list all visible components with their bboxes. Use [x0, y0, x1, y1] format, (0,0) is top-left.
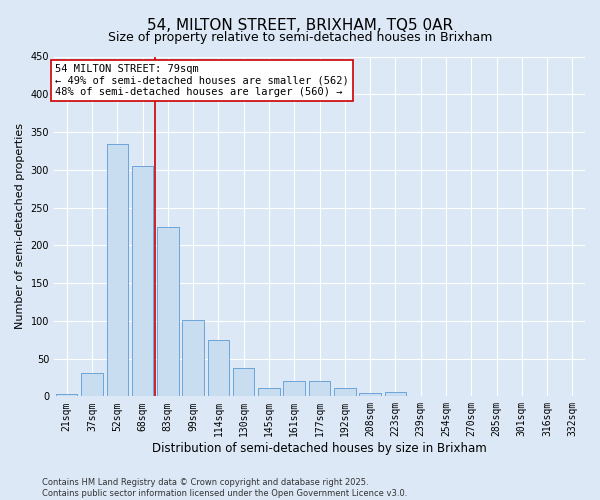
- Bar: [385, 392, 406, 396]
- Bar: [182, 320, 204, 396]
- Bar: [132, 166, 153, 396]
- Bar: [233, 368, 254, 396]
- Bar: [309, 381, 330, 396]
- Bar: [283, 381, 305, 396]
- Text: 54 MILTON STREET: 79sqm
← 49% of semi-detached houses are smaller (562)
48% of s: 54 MILTON STREET: 79sqm ← 49% of semi-de…: [55, 64, 349, 98]
- Bar: [208, 340, 229, 396]
- Y-axis label: Number of semi-detached properties: Number of semi-detached properties: [15, 124, 25, 330]
- Bar: [81, 373, 103, 396]
- Bar: [107, 144, 128, 397]
- Bar: [157, 227, 179, 396]
- Bar: [334, 388, 356, 396]
- Bar: [258, 388, 280, 396]
- Bar: [56, 394, 77, 396]
- Text: Contains HM Land Registry data © Crown copyright and database right 2025.
Contai: Contains HM Land Registry data © Crown c…: [42, 478, 407, 498]
- Bar: [359, 392, 381, 396]
- Text: Size of property relative to semi-detached houses in Brixham: Size of property relative to semi-detach…: [108, 31, 492, 44]
- X-axis label: Distribution of semi-detached houses by size in Brixham: Distribution of semi-detached houses by …: [152, 442, 487, 455]
- Text: 54, MILTON STREET, BRIXHAM, TQ5 0AR: 54, MILTON STREET, BRIXHAM, TQ5 0AR: [147, 18, 453, 32]
